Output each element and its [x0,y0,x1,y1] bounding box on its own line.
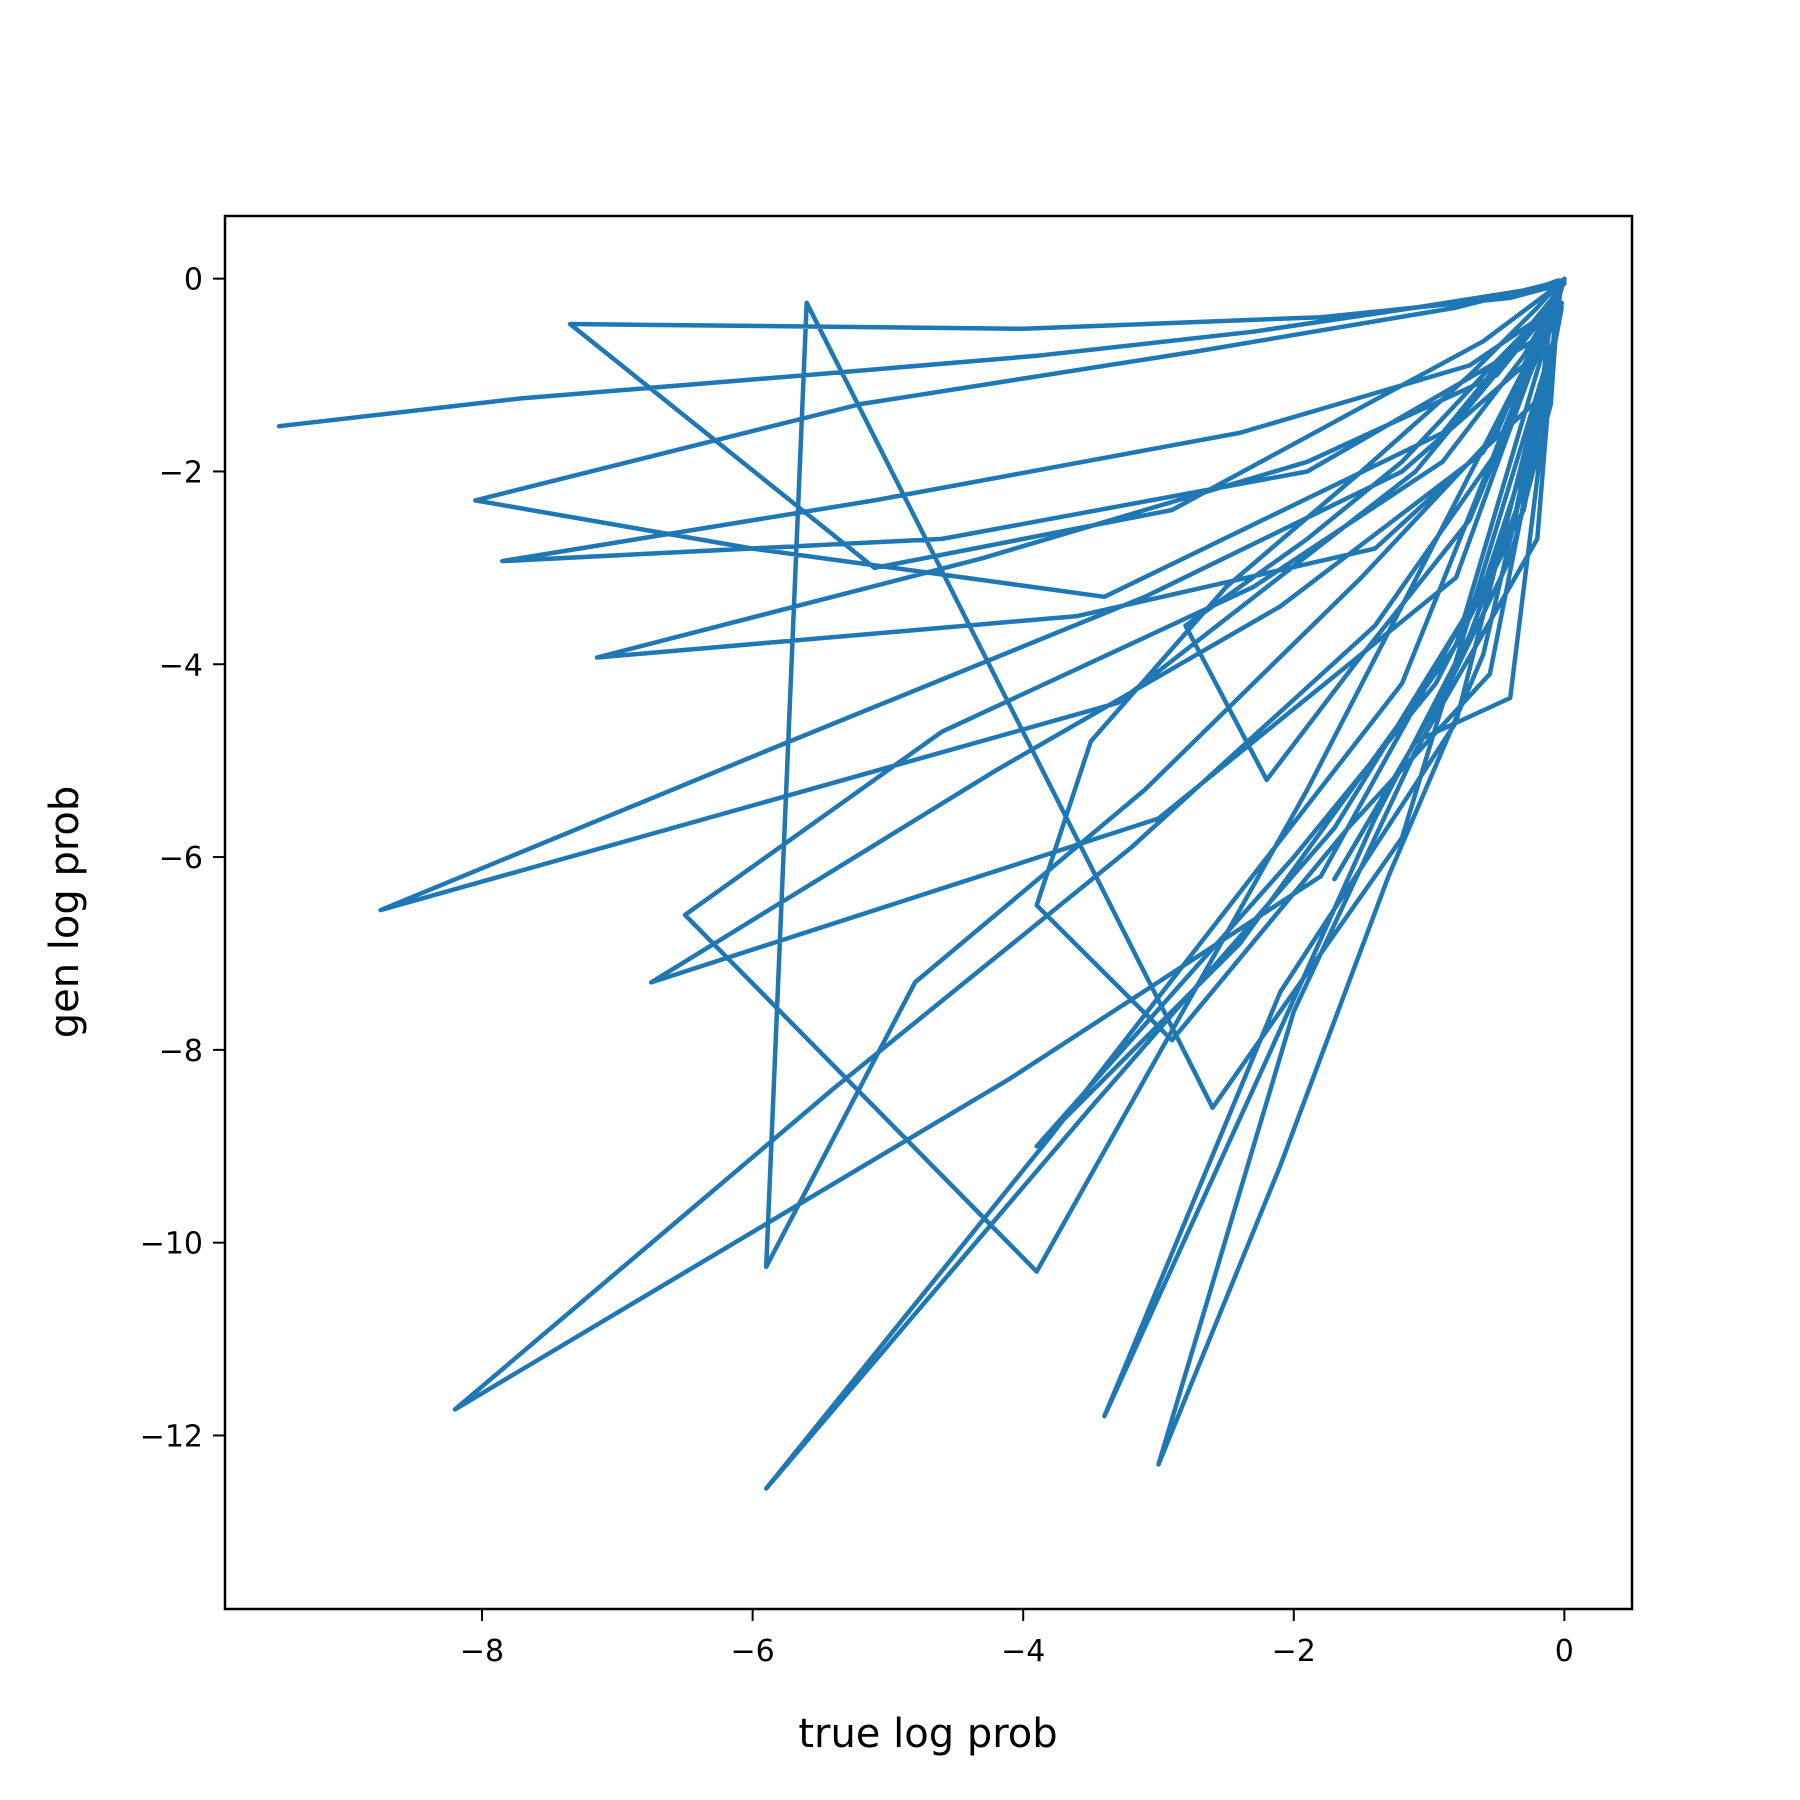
x-axis-ticks: −8 −6 −4 −2 0 [460,1609,1574,1669]
plot-frame [223,214,1634,1611]
series-line-0 [276,276,1567,1491]
y-tick-label: −8 [159,1034,203,1069]
x-axis-label: true log prob [798,1711,1057,1757]
y-tick-label: 0 [184,263,203,298]
x-tick-label: −2 [1272,1634,1316,1669]
x-tick-label: −6 [731,1634,775,1669]
series-layer [276,276,1567,1491]
y-tick-label: −2 [159,455,203,490]
y-axis-label: gen log prob [42,786,88,1039]
x-tick-label: 0 [1555,1634,1574,1669]
y-tick-label: −6 [159,841,203,876]
x-tick-label: −4 [1001,1634,1045,1669]
y-tick-label: −4 [159,648,203,683]
y-axis-ticks: 0 −2 −4 −6 −8 −10 −12 [140,263,225,1454]
plot-background [225,216,1632,1609]
x-tick-label: −8 [460,1634,504,1669]
y-tick-label: −12 [140,1419,203,1454]
y-tick-label: −10 [140,1227,203,1262]
